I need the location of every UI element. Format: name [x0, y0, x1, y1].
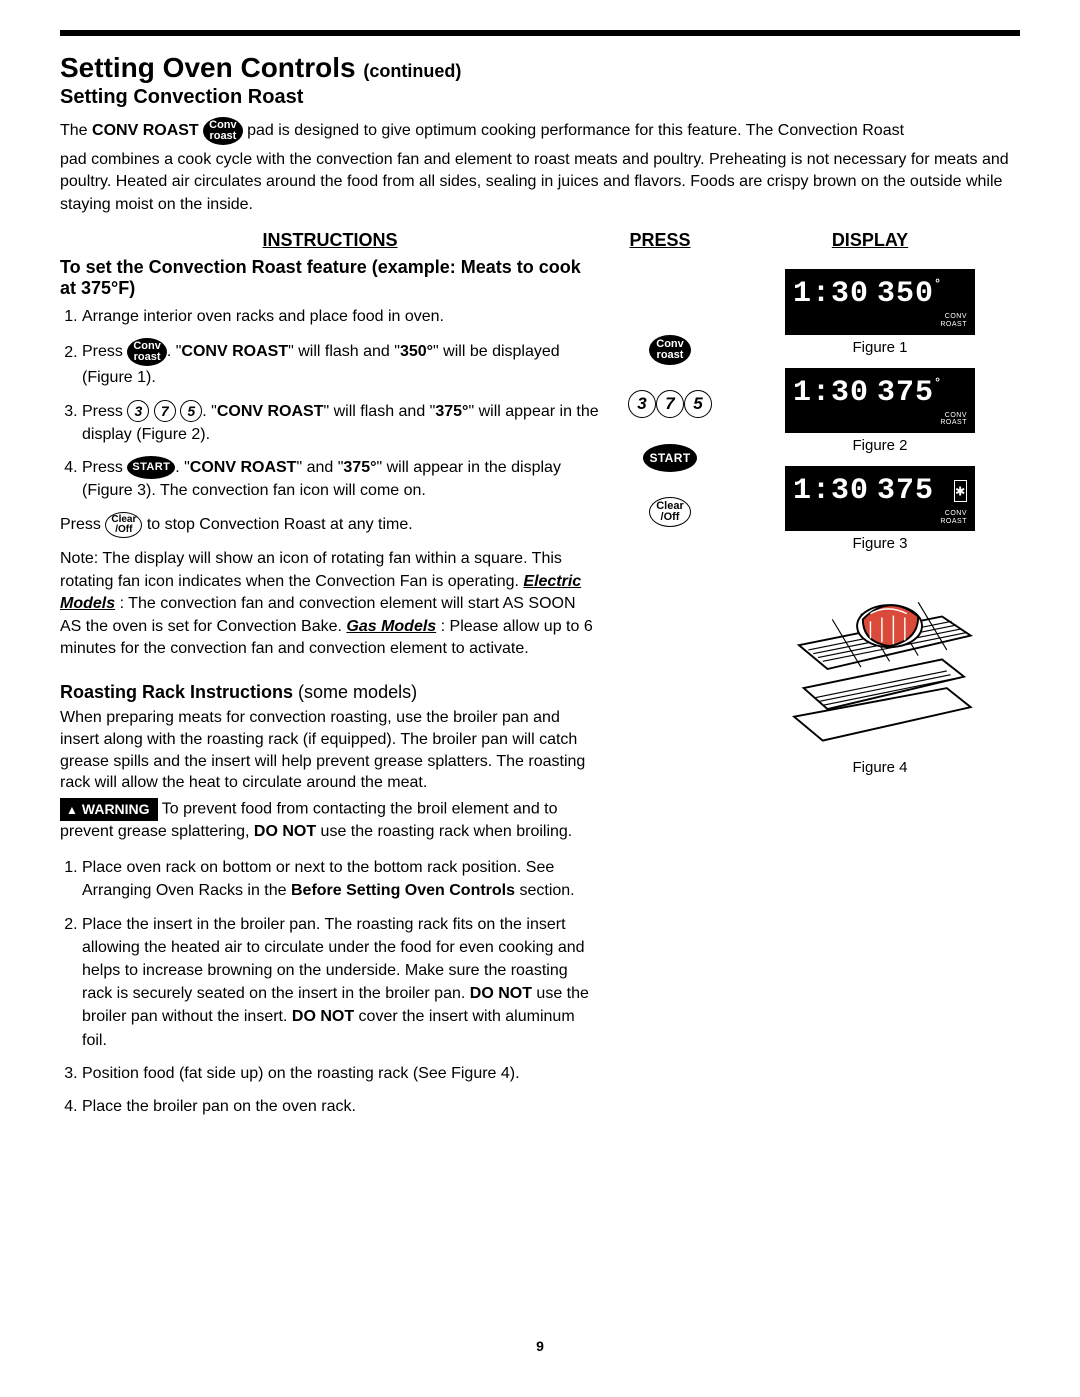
display-column: 1:30 350° CONVROAST Figure 1 1:30 375° C…: [740, 251, 1020, 1128]
start-pad-icon: START: [643, 444, 696, 472]
display-figure-3: 1:30 375° CONVROAST: [785, 466, 975, 531]
clear-off-pad-icon: Clear /Off: [105, 512, 142, 538]
figure-2-caption: Figure 2: [740, 437, 1020, 454]
roast-step-2: Place the insert in the broiler pan. The…: [82, 913, 600, 1052]
step-3: Press 3 7 5. "CONV ROAST" will flash and…: [82, 400, 600, 446]
press-375: 3 7 5: [610, 377, 730, 431]
fan-icon: [954, 480, 967, 502]
conv-roast-pad-icon: Conv roast: [127, 338, 167, 366]
manual-page: Setting Oven Controls (continued) Settin…: [0, 0, 1080, 1394]
step-4: Press START. "CONV ROAST" and "375°" wil…: [82, 456, 600, 502]
roast-step-3: Position food (fat side up) on the roast…: [82, 1062, 600, 1085]
figure-1-caption: Figure 1: [740, 339, 1020, 356]
roast-step-1: Place oven rack on bottom or next to the…: [82, 856, 600, 902]
instructions-column: To set the Convection Roast feature (exa…: [60, 251, 600, 1128]
key-7-icon: 7: [154, 400, 176, 422]
intro-line-1: The CONV ROAST Conv roast pad is designe…: [60, 117, 1020, 145]
page-number: 9: [60, 1338, 1020, 1354]
press-column: Conv roast 3 7 5 START Clear /Off: [610, 251, 730, 1128]
roasting-para: When preparing meats for convection roas…: [60, 707, 600, 793]
display-figure-1: 1:30 350° CONVROAST: [785, 269, 975, 334]
column-headers: INSTRUCTIONS PRESS DISPLAY: [60, 230, 1020, 251]
body-grid: To set the Convection Roast feature (exa…: [60, 251, 1020, 1128]
press-conv-roast: Conv roast: [610, 323, 730, 377]
page-title: Setting Oven Controls (continued): [60, 52, 1020, 84]
key-7-icon: 7: [656, 390, 684, 418]
roasting-steps: Place oven rack on bottom or next to the…: [82, 856, 600, 1118]
key-3-icon: 3: [628, 390, 656, 418]
roasting-title: Roasting Rack Instructions (some models): [60, 682, 600, 703]
clear-off-pad-icon: Clear /Off: [649, 497, 691, 527]
header-instructions: INSTRUCTIONS: [60, 230, 600, 251]
press-start: START: [610, 431, 730, 485]
conv-roast-pad-icon: Conv roast: [649, 335, 691, 365]
stop-line: Press Clear /Off to stop Convection Roas…: [60, 512, 600, 538]
key-5-icon: 5: [684, 390, 712, 418]
header-press: PRESS: [600, 230, 720, 251]
header-display: DISPLAY: [720, 230, 1020, 251]
steps-title: To set the Convection Roast feature (exa…: [60, 257, 600, 299]
roasting-rack-illustration: [775, 564, 985, 755]
title-text: Setting Oven Controls: [60, 52, 356, 83]
section-subtitle: Setting Convection Roast: [60, 86, 1020, 109]
steps-list: Arrange interior oven racks and place fo…: [82, 305, 600, 502]
key-5-icon: 5: [180, 400, 202, 422]
intro-line-2: pad combines a cook cycle with the conve…: [60, 149, 1020, 216]
start-pad-icon: START: [127, 456, 175, 479]
title-continued: (continued): [363, 61, 461, 81]
warning-badge-icon: WARNING: [60, 798, 158, 821]
note-text: Note: The display will show an icon of r…: [60, 548, 600, 660]
top-rule: [60, 30, 1020, 36]
press-clear: Clear /Off: [610, 485, 730, 539]
warning-line: WARNING To prevent food from contacting …: [60, 798, 600, 842]
step-1: Arrange interior oven racks and place fo…: [82, 305, 600, 328]
display-figure-2: 1:30 375° CONVROAST: [785, 368, 975, 433]
figure-4-caption: Figure 4: [740, 759, 1020, 776]
key-3-icon: 3: [127, 400, 149, 422]
figure-3-caption: Figure 3: [740, 535, 1020, 552]
step-2: Press Conv roast . "CONV ROAST" will fla…: [82, 338, 600, 389]
roast-step-4: Place the broiler pan on the oven rack.: [82, 1095, 600, 1118]
conv-roast-pad-icon: Conv roast: [203, 117, 243, 145]
